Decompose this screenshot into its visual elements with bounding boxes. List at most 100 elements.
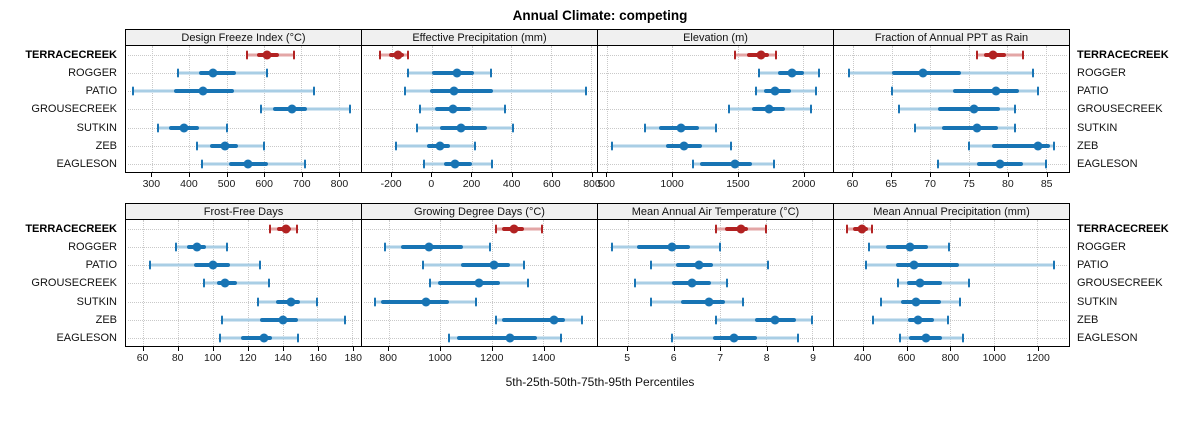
site-row — [126, 46, 361, 64]
whisker-cap — [491, 159, 494, 169]
iqr-bar-25th-75th — [941, 125, 999, 130]
panel-title: Design Freeze Index (°C) — [181, 31, 306, 44]
whisker-cap — [132, 86, 135, 96]
whisker-cap — [1014, 123, 1017, 133]
axis-tick-label: 180 — [344, 352, 362, 364]
site-row — [362, 256, 597, 274]
whisker-cap — [156, 123, 159, 133]
whisker-cap — [581, 315, 584, 325]
whisker-cap — [495, 315, 498, 325]
whisker-cap — [495, 224, 498, 234]
x-axis: 5 6 7 8 9 — [597, 347, 834, 368]
plot-area — [125, 46, 362, 173]
whisker-cap — [406, 68, 409, 78]
iqr-bar-25th-75th — [429, 89, 494, 94]
site-label: ROGGER — [1077, 67, 1126, 80]
median-dot — [549, 315, 559, 325]
whisker-cap — [1031, 68, 1034, 78]
axis-caption: 5th-25th-50th-75th-95th Percentiles — [505, 375, 695, 389]
axis-tick-label: 80 — [1001, 178, 1014, 190]
axis-tick-label: 1000 — [660, 178, 684, 190]
vgridline — [282, 220, 284, 346]
site-row — [598, 155, 833, 172]
whisker-cap — [257, 297, 260, 307]
whisker-cap — [292, 50, 295, 60]
whisker-cap — [1037, 86, 1040, 96]
axis-tick — [803, 173, 805, 177]
vgridline — [607, 46, 609, 172]
label-spacer — [1070, 29, 1197, 46]
axis-tick-label: 800 — [941, 352, 960, 364]
iqr-bar-25th-75th — [724, 227, 748, 232]
axis-tick-label: 9 — [810, 352, 816, 364]
whisker-cap — [313, 86, 316, 96]
whisker-cap — [1021, 50, 1024, 60]
panel-title: Frost-Free Days — [203, 205, 284, 218]
axis-tick — [301, 173, 303, 177]
site-row — [126, 64, 361, 82]
panel: Mean Annual Air Temperature (°C) 5 6 7 8 9 — [597, 203, 834, 368]
axis-tick — [591, 173, 593, 177]
hgridline — [364, 145, 595, 147]
label-spacer — [1070, 173, 1197, 190]
iqr-bar-25th-75th — [676, 263, 714, 268]
site-row — [834, 311, 1069, 329]
hgridline — [128, 247, 359, 249]
axis-tick-label: 200 — [462, 178, 481, 190]
site-row — [834, 329, 1069, 346]
label-spacer — [0, 203, 125, 220]
site-row — [126, 82, 361, 100]
whisker-cap — [975, 50, 978, 60]
whisker-cap — [872, 315, 875, 325]
whisker-cap — [730, 141, 733, 151]
whisker-cap — [225, 242, 228, 252]
whisker-cap — [899, 333, 902, 343]
median-dot — [208, 260, 218, 270]
axis-tick-label: 60 — [846, 178, 859, 190]
hgridline — [364, 319, 595, 321]
axis-tick-label: 1400 — [531, 352, 556, 364]
site-row — [362, 64, 597, 82]
site-row — [598, 256, 833, 274]
median-dot — [450, 159, 460, 169]
median-dot — [505, 333, 515, 343]
hgridline — [364, 301, 595, 303]
median-dot — [687, 278, 697, 288]
axis-tick — [339, 173, 341, 177]
hgridline — [128, 55, 359, 57]
whisker-cap — [1052, 141, 1055, 151]
plot-area — [597, 220, 834, 347]
median-dot — [424, 242, 434, 252]
plot-area — [597, 46, 834, 173]
whisker-cap — [714, 224, 717, 234]
axis-tick — [1007, 173, 1009, 177]
axis-tick-label: 2000 — [792, 178, 816, 190]
vgridline — [152, 46, 154, 172]
whisker-5th-95th — [404, 89, 587, 93]
hgridline — [128, 127, 359, 129]
axis-tick-label: 500 — [597, 178, 615, 190]
whisker-cap — [719, 242, 722, 252]
median-dot — [770, 86, 780, 96]
site-row — [126, 100, 361, 118]
site-row — [126, 311, 361, 329]
x-axis: 60 65 70 75 80 85 — [833, 173, 1070, 194]
whisker-cap — [757, 68, 760, 78]
whisker-cap — [473, 141, 476, 151]
whisker-cap — [374, 297, 377, 307]
panel-strip: Effective Precipitation (mm) — [361, 29, 598, 46]
whisker-5th-95th — [865, 263, 1055, 267]
vgridline — [352, 220, 354, 346]
site-label: EAGLESON — [56, 157, 117, 170]
whisker-cap — [649, 260, 652, 270]
site-label: PATIO — [1077, 85, 1109, 98]
axis-tick-label: 800 — [583, 178, 601, 190]
axis-tick — [511, 173, 513, 177]
axis-tick — [264, 173, 266, 177]
plot-area — [833, 46, 1070, 173]
panel-row-top: TERRACECREEK ROGGER PATIO GROUSECREEK SUTKIN… — [0, 29, 1200, 194]
axis-tick — [212, 347, 214, 351]
whisker-cap — [195, 141, 198, 151]
whisker-cap — [961, 333, 964, 343]
x-axis: 60 80 100 120 140 160 180 — [125, 347, 362, 368]
